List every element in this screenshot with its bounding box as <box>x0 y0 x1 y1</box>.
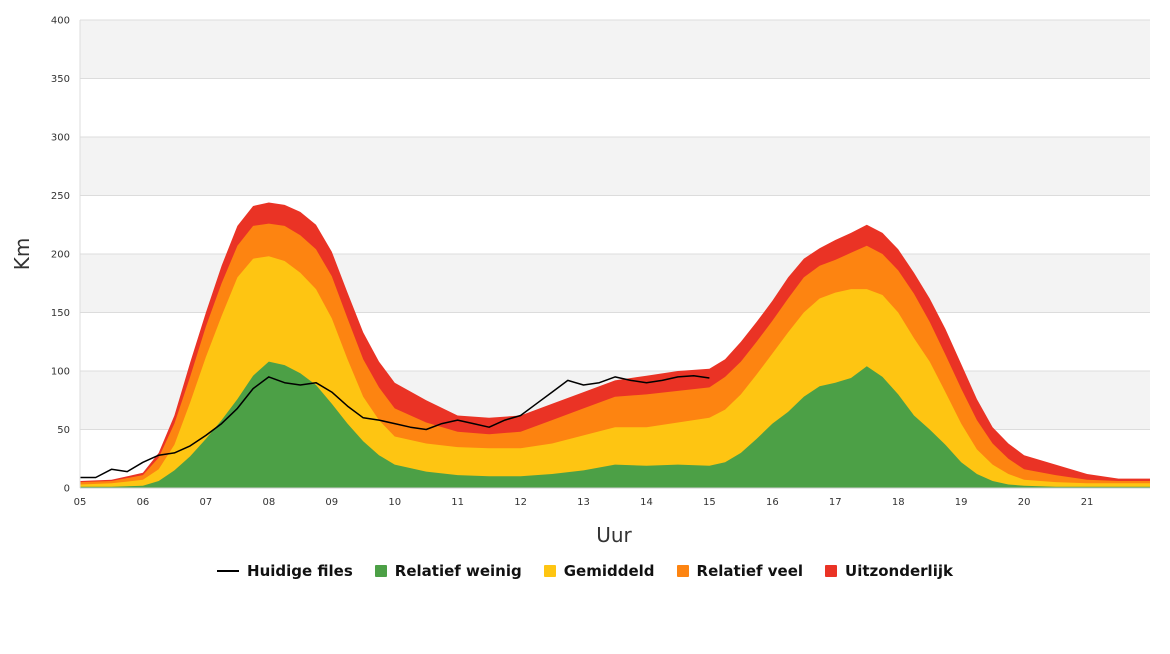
plot-frame <box>79 20 1150 489</box>
x-tick-label: 20 <box>1018 497 1031 508</box>
huidige-files-line <box>80 374 710 479</box>
background-band <box>80 20 1150 79</box>
legend-label: Huidige files <box>247 562 353 580</box>
y-tick-label: 50 <box>57 425 70 436</box>
legend-item-huidige-files[interactable]: Huidige files <box>217 562 353 580</box>
x-tick-label: 15 <box>703 497 716 508</box>
background-band <box>80 137 1150 196</box>
legend-item-relatief-veel[interactable]: Relatief veel <box>676 562 804 580</box>
legend-swatch-icon <box>543 565 556 577</box>
legend-label: Uitzonderlijk <box>845 562 953 580</box>
legend-label: Relatief weinig <box>394 562 522 580</box>
x-axis-ticks: 05 06 07 08 09 10 11 12 13 14 15 16 17 18 19 20 21 <box>74 497 1094 508</box>
y-axis-title: Km <box>10 238 34 271</box>
x-tick-label: 11 <box>451 497 464 508</box>
y-tick-label: 100 <box>51 367 70 378</box>
legend-swatch-icon <box>825 565 838 577</box>
x-axis-title: Uur <box>596 523 632 547</box>
y-tick-label: 400 <box>51 16 70 27</box>
background-band <box>80 78 1150 137</box>
x-tick-label: 18 <box>892 497 905 508</box>
legend: Huidige files Relatief weinig Gemiddeld … <box>0 560 1170 582</box>
y-tick-label: 150 <box>51 308 70 319</box>
x-tick-label: 10 <box>388 497 401 508</box>
y-tick-label: 350 <box>51 74 70 85</box>
current-traffic-line <box>80 374 710 479</box>
x-tick-label: 17 <box>829 497 842 508</box>
x-tick-label: 16 <box>766 497 779 508</box>
x-tick-label: 09 <box>325 497 338 508</box>
y-tick-label: 200 <box>51 250 70 261</box>
legend-label: Gemiddeld <box>563 562 655 580</box>
x-tick-label: 19 <box>955 497 968 508</box>
x-tick-label: 21 <box>1081 497 1094 508</box>
legend-swatch-icon <box>374 565 387 577</box>
y-tick-label: 300 <box>51 133 70 144</box>
y-tick-label: 250 <box>51 191 70 202</box>
x-tick-label: 13 <box>577 497 590 508</box>
x-tick-label: 05 <box>74 497 87 508</box>
legend-label: Relatief veel <box>696 562 804 580</box>
legend-swatch-icon <box>676 565 689 577</box>
stacked-areas <box>80 202 1150 488</box>
legend-item-gemiddeld[interactable]: Gemiddeld <box>543 562 655 580</box>
x-tick-label: 07 <box>200 497 213 508</box>
x-tick-label: 08 <box>262 497 275 508</box>
area-relatief-weinig <box>80 361 1150 488</box>
x-tick-label: 06 <box>137 497 150 508</box>
x-tick-label: 12 <box>514 497 527 508</box>
y-tick-label: 0 <box>64 484 70 495</box>
x-tick-label: 14 <box>640 497 653 508</box>
legend-item-uitzonderlijk[interactable]: Uitzonderlijk <box>825 562 953 580</box>
legend-item-relatief-weinig[interactable]: Relatief weinig <box>374 562 522 580</box>
legend-line-icon <box>217 570 240 572</box>
y-axis-ticks: 0 50 100 150 200 250 300 350 400 <box>51 16 70 495</box>
